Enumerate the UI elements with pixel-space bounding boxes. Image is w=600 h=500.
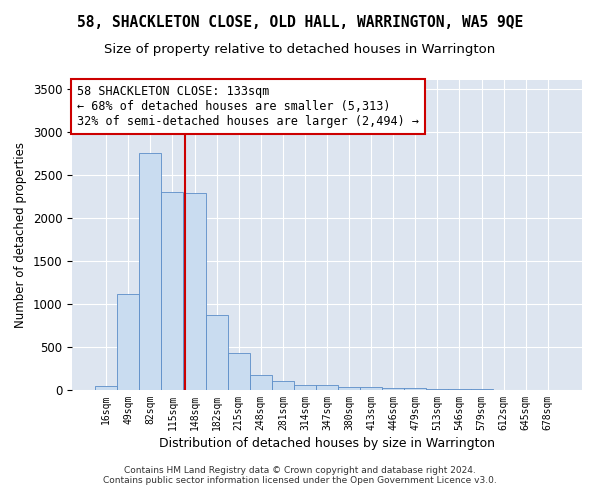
Bar <box>250 375 272 390</box>
Bar <box>95 386 117 390</box>
Text: Size of property relative to detached houses in Warrington: Size of property relative to detached ho… <box>104 42 496 56</box>
Bar <box>139 153 161 390</box>
Bar <box>272 382 294 390</box>
Bar <box>117 294 139 390</box>
X-axis label: Distribution of detached houses by size in Warrington: Distribution of detached houses by size … <box>159 437 495 450</box>
Bar <box>227 353 250 390</box>
Bar <box>184 193 206 390</box>
Bar <box>161 192 184 390</box>
Text: 58, SHACKLETON CLOSE, OLD HALL, WARRINGTON, WA5 9QE: 58, SHACKLETON CLOSE, OLD HALL, WARRINGT… <box>77 15 523 30</box>
Text: Contains HM Land Registry data © Crown copyright and database right 2024.
Contai: Contains HM Land Registry data © Crown c… <box>103 466 497 485</box>
Bar <box>294 385 316 390</box>
Bar <box>316 386 338 390</box>
Bar <box>382 388 404 390</box>
Bar <box>206 315 227 390</box>
Bar <box>360 388 382 390</box>
Bar <box>404 388 427 390</box>
Y-axis label: Number of detached properties: Number of detached properties <box>14 142 27 328</box>
Bar <box>448 389 470 390</box>
Bar <box>427 389 448 390</box>
Bar <box>338 386 360 390</box>
Text: 58 SHACKLETON CLOSE: 133sqm
← 68% of detached houses are smaller (5,313)
32% of : 58 SHACKLETON CLOSE: 133sqm ← 68% of det… <box>77 84 419 128</box>
